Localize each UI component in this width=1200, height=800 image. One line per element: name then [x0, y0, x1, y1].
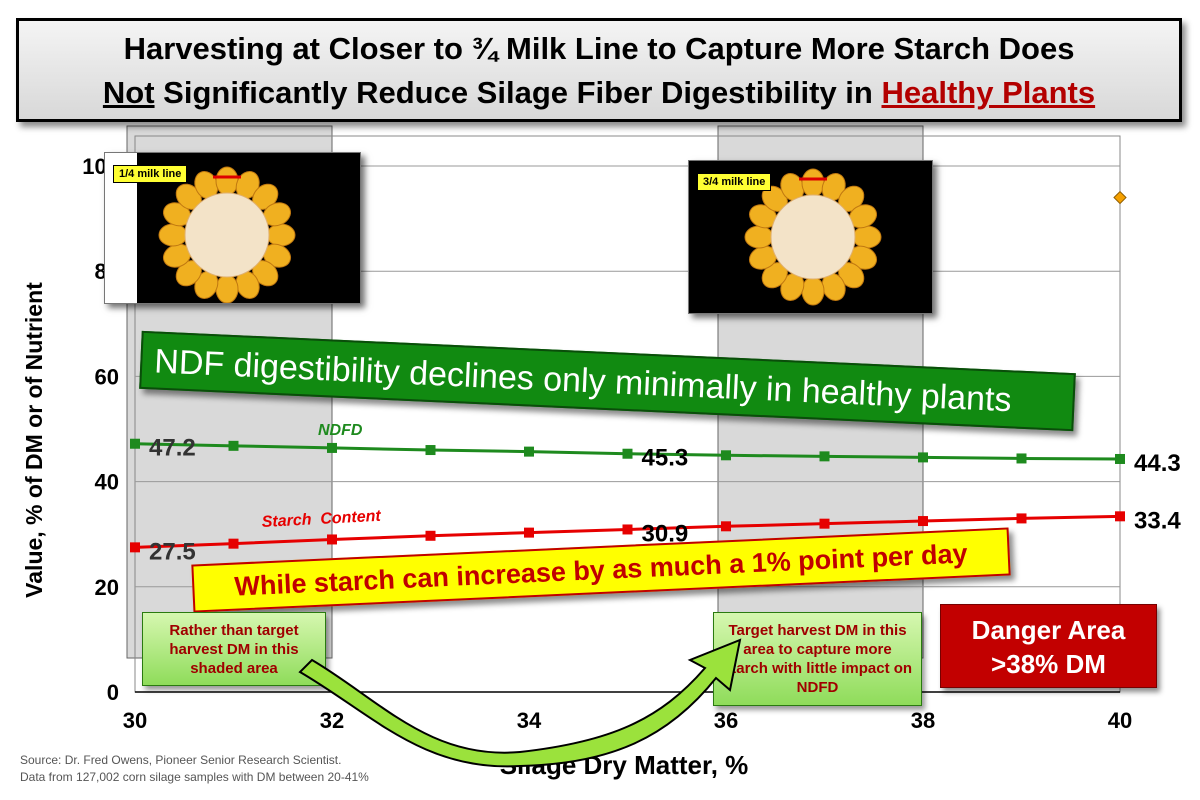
data-label: 44.3 — [1134, 450, 1181, 477]
x-tick-label: 32 — [320, 708, 344, 733]
source-note: Source: Dr. Fred Owens, Pioneer Senior R… — [20, 752, 369, 786]
x-tick-label: 40 — [1108, 708, 1132, 733]
data-point — [721, 450, 731, 461]
title-line-1: Harvesting at Closer to ¾ Milk Line to C… — [123, 31, 1075, 66]
data-point — [1115, 511, 1125, 522]
right-note: Target harvest DM in this area to captur… — [713, 612, 922, 706]
y-tick-label: 0 — [107, 680, 119, 705]
source-line-1: Source: Dr. Fred Owens, Pioneer Senior R… — [20, 753, 342, 767]
data-point — [622, 524, 633, 535]
x-tick-label: 38 — [911, 708, 935, 733]
data-point — [918, 516, 928, 527]
y-tick-label: 60 — [95, 364, 119, 389]
x-tick-label: 30 — [123, 708, 147, 733]
kernel — [852, 225, 882, 249]
diamond-point — [1113, 190, 1127, 205]
data-point — [228, 440, 239, 451]
data-point — [327, 534, 337, 545]
x-tick-label: 34 — [517, 708, 542, 733]
data-label: 47.2 — [149, 435, 196, 462]
data-point — [524, 527, 534, 538]
three-quarter-milk-line-photo: 3/4 milk line — [688, 160, 933, 314]
three-quarter-milk-line-label: 3/4 milk line — [697, 173, 772, 191]
danger-subtitle: >38% DM — [991, 649, 1106, 679]
title-not: Not — [102, 75, 155, 110]
data-point — [1016, 513, 1027, 524]
danger-title: Danger Area — [971, 615, 1126, 645]
series-name-ndfd: NDFD — [318, 422, 363, 439]
y-axis-title: Value, % of DM or of Nutrient — [21, 282, 47, 598]
title-line-2: Not Significantly Reduce Silage Fiber Di… — [19, 71, 1179, 115]
data-point — [819, 518, 830, 529]
data-point — [918, 452, 928, 463]
kernel — [801, 276, 825, 306]
data-point — [819, 451, 830, 462]
series-name-starch: Starch Content — [261, 508, 382, 531]
corn-cross-section-icon — [744, 168, 882, 306]
data-point — [130, 542, 140, 553]
data-point — [1016, 453, 1027, 464]
cob-center — [184, 192, 270, 278]
data-point — [130, 438, 140, 449]
quarter-milk-line-photo: 1/4 milk line — [104, 152, 361, 304]
data-point — [1115, 453, 1125, 464]
data-point — [425, 445, 436, 456]
kernel — [215, 166, 239, 196]
data-point — [228, 538, 239, 549]
title-middle: Significantly Reduce Silage Fiber Digest… — [154, 75, 882, 110]
data-label: 45.3 — [642, 445, 689, 472]
danger-area-box: Danger Area >38% DM — [940, 604, 1157, 688]
data-label: 27.5 — [149, 538, 196, 565]
kernel — [215, 274, 239, 303]
x-axis-title: Silage Dry Matter, % — [500, 750, 749, 780]
kernel — [801, 168, 825, 198]
source-line-2: Data from 127,002 corn silage samples wi… — [20, 770, 369, 784]
corn-cross-section-icon — [158, 166, 296, 303]
data-point — [327, 442, 337, 453]
y-tick-label: 20 — [95, 575, 119, 600]
kernel — [744, 225, 774, 249]
x-tick-label: 36 — [714, 708, 738, 733]
data-point — [425, 530, 436, 541]
title-box: Harvesting at Closer to ¾ Milk Line to C… — [16, 18, 1182, 122]
cob-center — [770, 194, 856, 280]
left-note: Rather than target harvest DM in this sh… — [142, 612, 326, 686]
data-point — [622, 448, 633, 459]
data-point — [721, 521, 731, 532]
kernel — [158, 223, 188, 247]
title-healthy-plants: Healthy Plants — [881, 75, 1096, 110]
y-tick-label: 40 — [95, 470, 119, 495]
kernel — [266, 223, 296, 247]
data-point — [524, 446, 534, 457]
quarter-milk-line-label: 1/4 milk line — [113, 165, 188, 183]
data-label: 33.4 — [1134, 507, 1181, 534]
